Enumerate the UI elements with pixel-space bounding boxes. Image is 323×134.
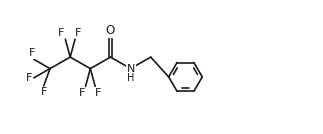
Text: F: F <box>58 28 65 38</box>
Text: F: F <box>78 88 85 98</box>
Text: F: F <box>75 28 81 38</box>
Text: F: F <box>26 73 32 83</box>
Text: O: O <box>106 24 115 37</box>
Text: F: F <box>40 87 47 97</box>
Text: H: H <box>127 72 135 83</box>
Text: F: F <box>29 48 36 58</box>
Text: N: N <box>127 64 135 74</box>
Text: F: F <box>95 88 102 98</box>
